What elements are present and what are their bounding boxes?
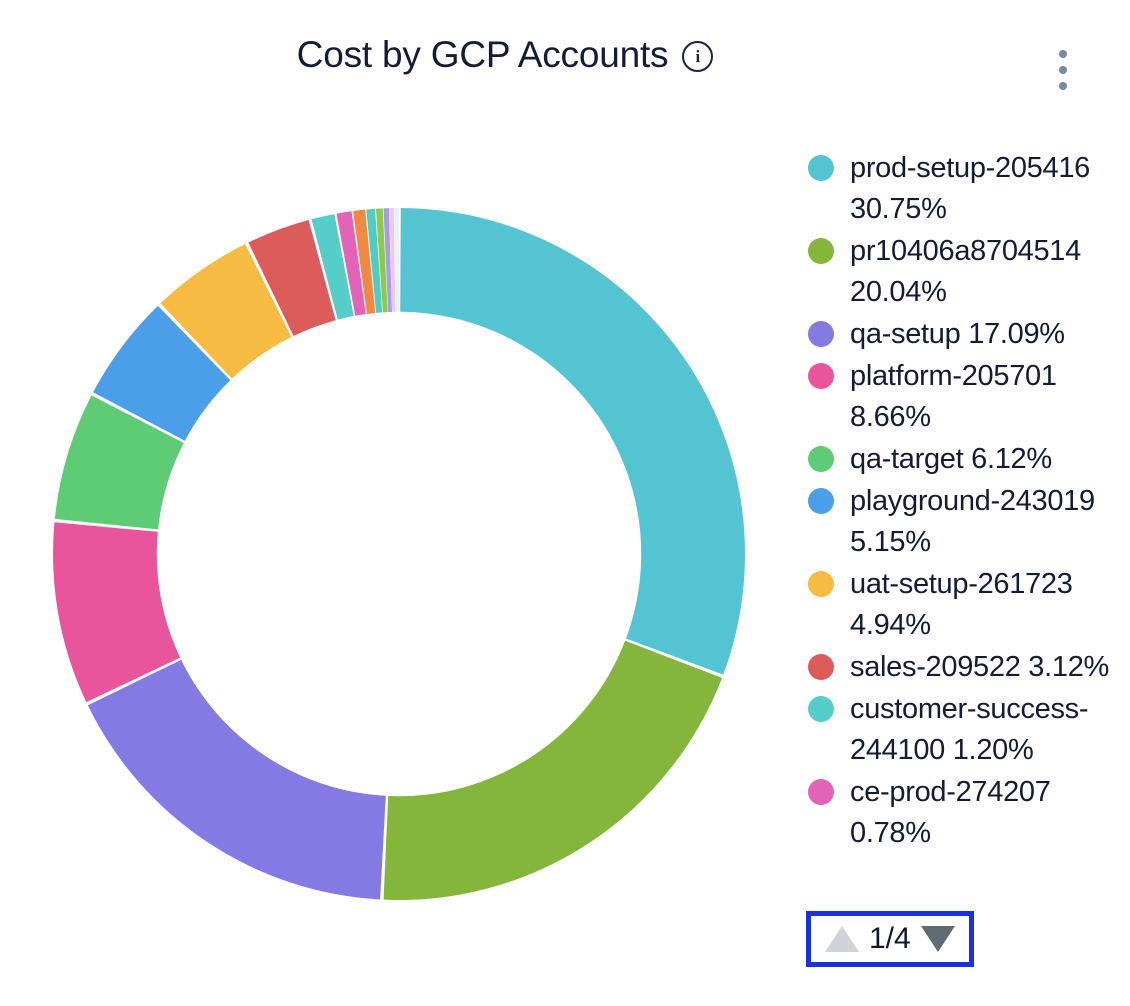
kebab-dot-3: [1059, 82, 1067, 90]
donut-slice[interactable]: [87, 659, 386, 900]
legend-item[interactable]: platform-205701 8.66%: [808, 356, 1130, 438]
donut-slice[interactable]: [394, 208, 399, 312]
legend-item-label: customer-success-244100 1.20%: [850, 693, 1089, 766]
legend-swatch-icon: [808, 571, 834, 597]
legend-swatch-icon: [808, 779, 834, 805]
donut-chart-svg: [53, 208, 746, 900]
legend-item[interactable]: qa-target 6.12%: [808, 439, 1130, 480]
donut-chart: [52, 207, 746, 901]
legend-item-label: pr10406a8704514 20.04%: [850, 235, 1081, 308]
legend-item-label: playground-243019 5.15%: [850, 485, 1095, 558]
pager-up-arrow-icon[interactable]: [825, 926, 859, 952]
legend-item-label: platform-205701 8.66%: [850, 360, 1057, 433]
donut-slice-group: [53, 208, 746, 900]
legend-item[interactable]: playground-243019 5.15%: [808, 481, 1130, 563]
chart-legend: prod-setup-205416 30.75% pr10406a8704514 …: [808, 148, 1130, 896]
donut-slice[interactable]: [383, 208, 392, 313]
legend-item-label: ce-prod-274207 0.78%: [850, 776, 1051, 849]
legend-swatch-icon: [808, 363, 834, 389]
donut-slice[interactable]: [400, 208, 746, 675]
legend-item[interactable]: qa-setup 17.09%: [808, 314, 1130, 355]
donut-slice[interactable]: [53, 522, 181, 703]
legend-item[interactable]: customer-success-244100 1.20%: [808, 689, 1130, 771]
legend-item-label: sales-209522 3.12%: [850, 651, 1110, 683]
title-group: Cost by GCP Accounts i: [0, 34, 1010, 76]
legend-item-label: qa-target 6.12%: [850, 443, 1052, 475]
kebab-dot-2: [1059, 66, 1067, 74]
pager-page-label: 1/4: [869, 922, 911, 955]
legend-swatch-icon: [808, 155, 834, 181]
kebab-dot-1: [1059, 50, 1067, 58]
legend-swatch-icon: [808, 488, 834, 514]
legend-item-label: prod-setup-205416 30.75%: [850, 152, 1090, 225]
legend-item[interactable]: uat-setup-261723 4.94%: [808, 564, 1130, 646]
donut-slice[interactable]: [336, 211, 366, 316]
donut-slice[interactable]: [311, 214, 354, 320]
donut-slice[interactable]: [353, 209, 376, 314]
legend-item[interactable]: prod-setup-205416 30.75%: [808, 148, 1130, 230]
kebab-menu-icon[interactable]: [1050, 48, 1076, 92]
donut-slice[interactable]: [93, 305, 231, 441]
donut-slice[interactable]: [160, 244, 292, 379]
legend-item[interactable]: pr10406a8704514 20.04%: [808, 231, 1130, 313]
legend-item-label: uat-setup-261723 4.94%: [850, 568, 1073, 641]
donut-slice[interactable]: [389, 208, 396, 312]
legend-swatch-icon: [808, 238, 834, 264]
legend-swatch-icon: [808, 654, 834, 680]
legend-swatch-icon: [808, 696, 834, 722]
legend-swatch-icon: [808, 321, 834, 347]
donut-slice[interactable]: [383, 640, 723, 900]
donut-slice[interactable]: [54, 395, 184, 530]
legend-item-label: qa-setup 17.09%: [850, 318, 1065, 350]
page-title: Cost by GCP Accounts: [296, 34, 669, 75]
donut-slice[interactable]: [375, 208, 388, 313]
legend-item[interactable]: ce-prod-274207 0.78%: [808, 772, 1130, 854]
info-icon[interactable]: i: [682, 41, 714, 72]
info-icon-glyph: i: [695, 47, 701, 66]
donut-slice[interactable]: [366, 208, 383, 313]
donut-slice[interactable]: [248, 220, 336, 336]
legend-item[interactable]: sales-209522 3.12%: [808, 647, 1130, 688]
legend-pagination[interactable]: 1/4: [806, 911, 974, 967]
widget-header: Cost by GCP Accounts i: [0, 0, 1130, 120]
pager-down-arrow-icon[interactable]: [920, 926, 955, 952]
legend-swatch-icon: [808, 446, 834, 472]
